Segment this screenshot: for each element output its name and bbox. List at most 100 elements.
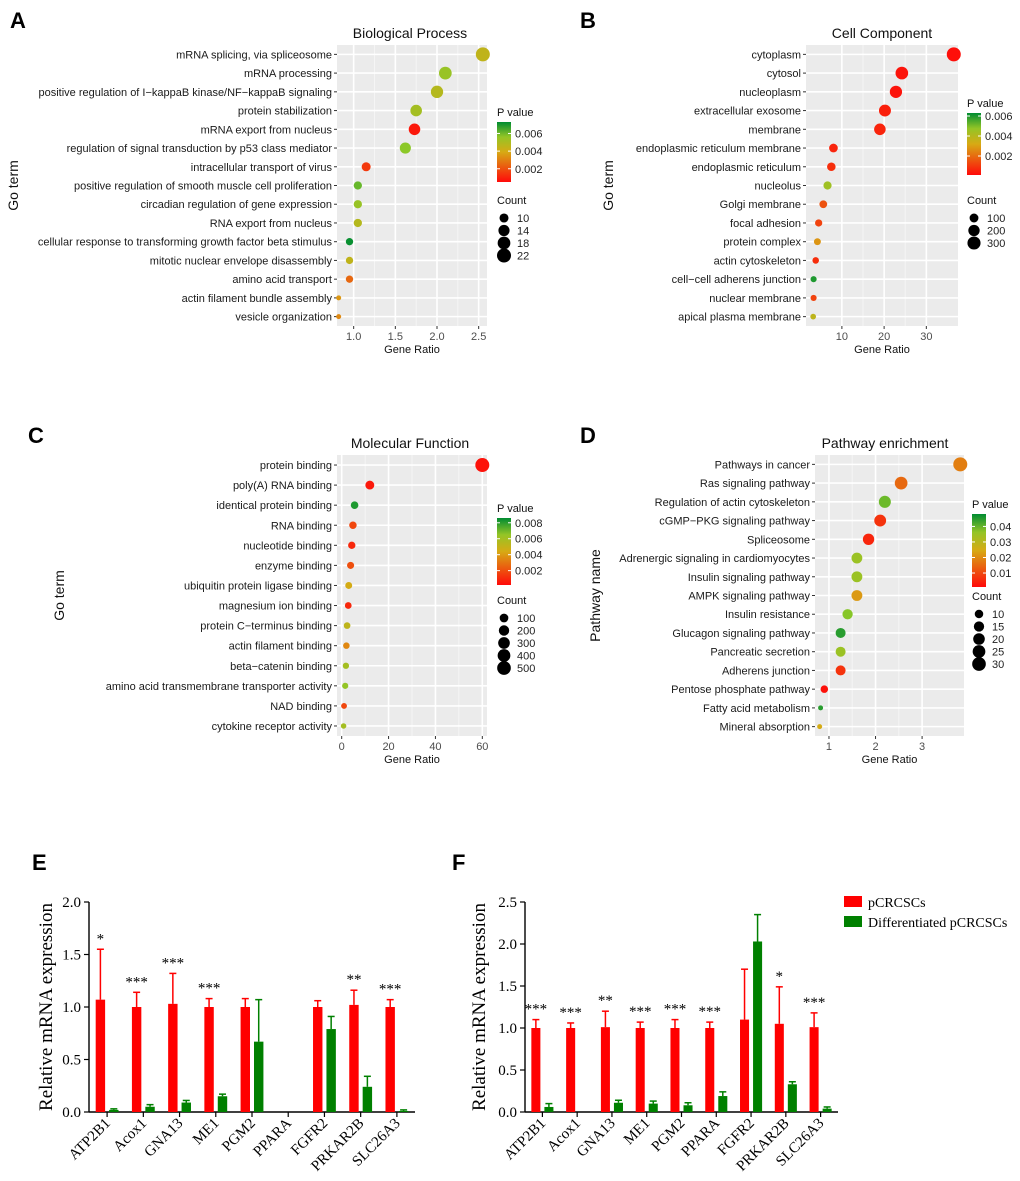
color-legend-label: 0.03 xyxy=(990,537,1011,549)
term-label: Adherens junction xyxy=(722,665,810,677)
term-label: actin filament bundle assembly xyxy=(182,293,333,305)
data-point xyxy=(475,458,490,473)
bar-pcrcscs xyxy=(349,1004,359,1112)
data-point xyxy=(353,218,362,228)
legend-label: pCRCSCs xyxy=(868,896,926,911)
term-label: cytosol xyxy=(767,68,801,80)
bar-differentiated xyxy=(145,1106,155,1112)
panel-letter-e: E xyxy=(32,850,47,875)
data-point xyxy=(835,665,846,676)
data-point xyxy=(345,238,354,246)
color-legend-label: 0.006 xyxy=(515,534,543,546)
data-point xyxy=(336,295,342,301)
color-legend-title: P value xyxy=(497,503,534,515)
size-legend-dot xyxy=(498,637,510,649)
y-tick-label: 1.5 xyxy=(498,979,517,995)
size-legend-dot xyxy=(973,621,985,632)
data-point xyxy=(353,181,362,190)
size-legend-title: Count xyxy=(497,195,526,207)
category-label: ME1 xyxy=(190,1116,223,1149)
panel-letter-d: D xyxy=(580,423,596,448)
term-label: extracellular exosome xyxy=(694,106,801,118)
color-legend-label: 0.002 xyxy=(515,566,543,578)
category-label: PPARA xyxy=(251,1115,296,1160)
term-label: circadian regulation of gene expression xyxy=(141,199,332,211)
y-axis-label: Go term xyxy=(51,570,67,621)
term-label: Mineral absorption xyxy=(720,722,811,734)
significance-marker: *** xyxy=(629,1004,652,1020)
y-tick-label: 2.5 xyxy=(498,895,517,911)
y-tick-label: 1.5 xyxy=(62,948,81,964)
data-point xyxy=(835,646,846,657)
data-point xyxy=(345,581,353,589)
bar-differentiated xyxy=(822,1108,832,1112)
legend-swatch xyxy=(844,896,862,907)
size-legend-label: 10 xyxy=(992,609,1004,621)
term-label: Pancreatic secretion xyxy=(710,647,810,659)
bar-pcrcscs xyxy=(670,1028,680,1112)
data-point xyxy=(953,457,968,472)
size-legend-title: Count xyxy=(497,595,526,607)
size-legend-dot xyxy=(968,224,980,237)
term-label: focal adhesion xyxy=(730,218,801,230)
size-legend-label: 200 xyxy=(517,626,535,638)
term-label: amino acid transmembrane transporter act… xyxy=(106,681,333,693)
term-label: cellular response to transforming growth… xyxy=(38,237,333,249)
data-point xyxy=(812,257,820,264)
y-axis-label: Pathway name xyxy=(587,549,603,642)
size-legend-dot xyxy=(499,613,509,623)
term-label: positive regulation of smooth muscle cel… xyxy=(74,181,332,193)
significance-marker: *** xyxy=(379,982,402,998)
data-point xyxy=(340,723,347,729)
x-tick-label: 1.0 xyxy=(346,331,361,343)
x-tick-label: 60 xyxy=(476,741,488,753)
term-label: cell−cell adherens junction xyxy=(672,274,801,286)
data-point xyxy=(810,276,817,283)
x-tick-label: 40 xyxy=(429,741,441,753)
term-label: protein stabilization xyxy=(238,106,332,118)
category-label: PPARA xyxy=(679,1115,724,1160)
significance-marker: *** xyxy=(162,955,185,971)
significance-marker: *** xyxy=(525,1002,548,1018)
y-tick-label: 2.0 xyxy=(498,937,517,953)
size-legend-label: 25 xyxy=(992,647,1004,659)
x-tick-label: 20 xyxy=(382,741,394,753)
data-point xyxy=(343,642,350,649)
size-legend-label: 300 xyxy=(987,238,1005,250)
bar-differentiated xyxy=(217,1096,228,1112)
data-point xyxy=(399,142,411,154)
data-point xyxy=(851,590,863,601)
size-legend-dot xyxy=(497,248,511,263)
term-label: cGMP−PKG signaling pathway xyxy=(659,516,810,528)
bar-pcrcscs xyxy=(566,1028,576,1112)
term-label: AMPK signaling pathway xyxy=(688,591,810,603)
term-label: regulation of signal transduction by p53… xyxy=(67,143,333,155)
data-point xyxy=(946,47,961,62)
data-point xyxy=(810,313,817,320)
bar-pcrcscs xyxy=(531,1028,541,1112)
term-label: mRNA splicing, via spliceosome xyxy=(176,49,332,61)
size-legend-label: 300 xyxy=(517,638,535,650)
data-point xyxy=(874,514,887,527)
bar-differentiated xyxy=(718,1096,728,1112)
bar-pcrcscs xyxy=(809,1027,819,1112)
chart-title: Cell Component xyxy=(832,25,932,41)
significance-marker: *** xyxy=(125,974,148,990)
significance-marker: * xyxy=(776,969,784,985)
bar-differentiated xyxy=(326,1029,336,1112)
x-tick-label: 2.5 xyxy=(471,331,486,343)
term-label: Adrenergic signaling in cardiomyocytes xyxy=(619,553,810,565)
term-label: protein binding xyxy=(260,460,332,472)
bar-pcrcscs xyxy=(705,1028,715,1112)
category-label: GNA13 xyxy=(141,1116,186,1161)
color-legend-label: 0.004 xyxy=(515,550,543,562)
data-point xyxy=(353,200,362,209)
bar-differentiated xyxy=(181,1102,191,1112)
term-label: actin filament binding xyxy=(229,641,332,653)
bar-pcrcscs xyxy=(240,1007,250,1112)
data-point xyxy=(835,627,846,638)
term-label: identical protein binding xyxy=(216,500,332,512)
data-point xyxy=(810,294,817,301)
bar-differentiated xyxy=(254,1041,264,1112)
term-label: Ras signaling pathway xyxy=(700,478,811,490)
